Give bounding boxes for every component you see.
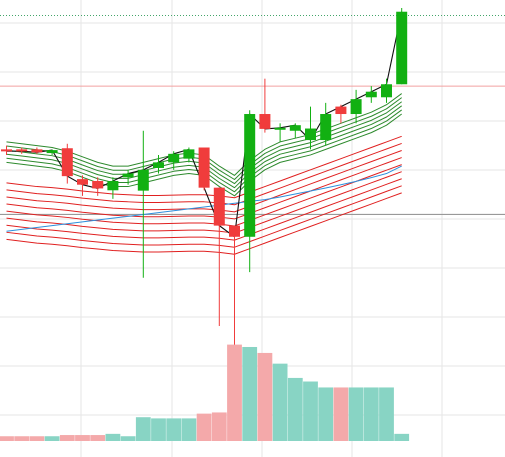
candle-body xyxy=(1,149,12,151)
candle-body xyxy=(168,154,179,163)
candle-body xyxy=(47,150,58,153)
candle-body xyxy=(153,162,164,168)
volume-bar xyxy=(273,364,288,441)
candle-body xyxy=(62,148,73,176)
candle-body xyxy=(31,149,42,152)
volume-bar xyxy=(197,414,212,441)
candle-body xyxy=(16,149,27,151)
volume-bar xyxy=(242,347,257,441)
candle-body xyxy=(366,92,377,98)
candle-body xyxy=(183,149,194,158)
volume-bar xyxy=(318,387,333,441)
candle-body xyxy=(244,114,255,237)
volume-bar xyxy=(166,418,181,441)
candle-body xyxy=(396,12,407,85)
volume-bar xyxy=(258,353,273,441)
volume-bar xyxy=(364,387,379,441)
candle-body xyxy=(305,129,316,141)
volume-bar xyxy=(90,435,105,441)
candle-body xyxy=(290,125,301,131)
volume-bar xyxy=(288,378,303,441)
volume-bar xyxy=(182,418,197,441)
candle-body xyxy=(107,181,118,190)
volume-bar xyxy=(14,436,29,441)
candle-body xyxy=(351,99,362,114)
volume-bar xyxy=(379,387,394,441)
candle-body xyxy=(259,114,270,129)
candle-body xyxy=(275,128,286,130)
volume-bar xyxy=(60,435,75,441)
volume-bar xyxy=(212,412,227,441)
candle-body xyxy=(138,170,149,191)
volume-bar xyxy=(227,345,242,441)
candle-body xyxy=(229,226,240,237)
volume-bar xyxy=(30,436,45,441)
volume-bar xyxy=(45,436,60,441)
candle-body xyxy=(214,188,225,226)
candle-body xyxy=(381,84,392,97)
volume-bar xyxy=(121,436,136,441)
volume-bar xyxy=(0,436,14,441)
volume-bar xyxy=(303,382,318,442)
candle-body xyxy=(77,179,88,185)
volume-bar xyxy=(151,418,166,441)
candle-body xyxy=(92,181,103,188)
volume-bar xyxy=(106,434,121,441)
volume-bar xyxy=(136,417,151,441)
volume-bar xyxy=(75,435,90,441)
candle-body xyxy=(320,114,331,140)
volume-bar xyxy=(334,387,349,441)
candle-body xyxy=(123,174,134,178)
volume-bar xyxy=(349,387,364,441)
volume-bar xyxy=(394,434,409,441)
candle-body xyxy=(335,107,346,114)
candle-body xyxy=(199,148,210,188)
